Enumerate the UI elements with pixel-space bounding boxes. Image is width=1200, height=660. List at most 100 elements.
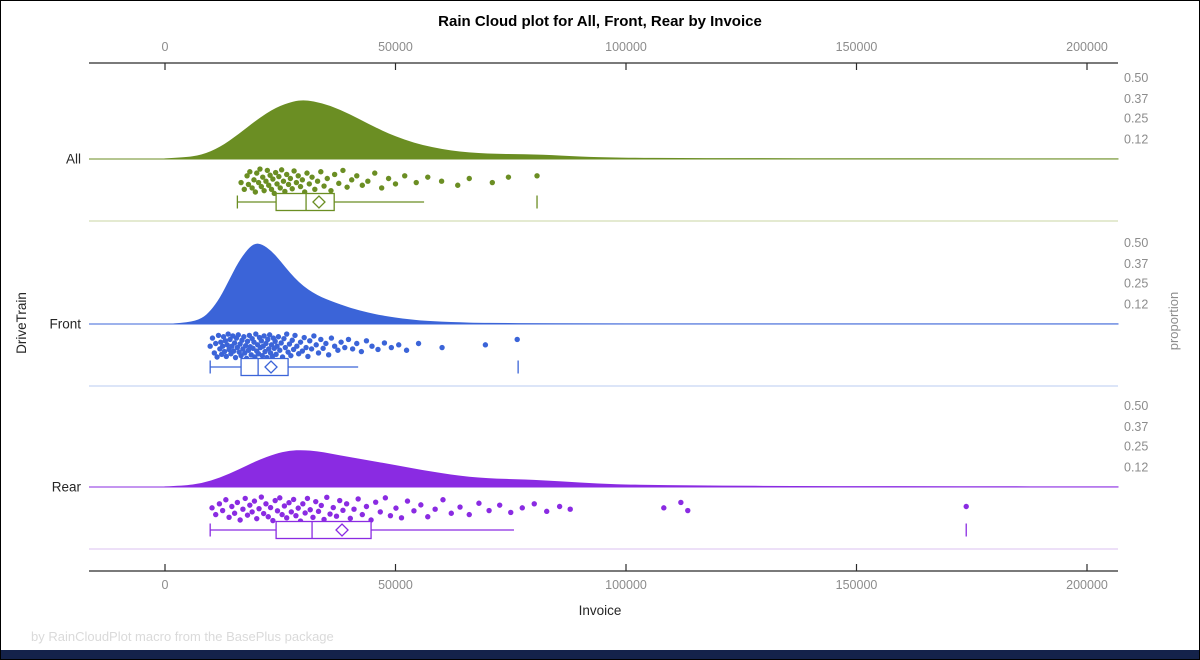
rain-point xyxy=(661,505,667,511)
rain-point xyxy=(343,501,350,507)
rain-point xyxy=(242,342,249,349)
rain-point xyxy=(448,510,454,516)
rain-point xyxy=(440,497,446,503)
rain-point xyxy=(240,506,246,512)
rain-point xyxy=(232,354,239,361)
x-tick-label: 100000 xyxy=(605,40,647,54)
rain-point xyxy=(413,179,419,186)
rain-point xyxy=(496,502,503,508)
rain-point xyxy=(267,172,273,178)
prop-tick-label: 0.50 xyxy=(1124,71,1148,85)
rain-point xyxy=(222,338,229,344)
rain-point xyxy=(325,352,332,358)
rain-point xyxy=(220,334,227,340)
rain-point xyxy=(544,508,550,515)
rain-point xyxy=(297,339,304,345)
rain-point xyxy=(313,342,319,348)
rain-point xyxy=(231,340,238,346)
rain-point xyxy=(359,511,366,518)
rain-point xyxy=(272,497,278,504)
x-tick-label: 0 xyxy=(162,40,169,54)
rain-point xyxy=(214,354,220,360)
rain-point xyxy=(304,495,311,502)
rain-point xyxy=(261,333,267,339)
prop-tick-label: 0.50 xyxy=(1124,399,1148,413)
rain-point xyxy=(219,507,226,514)
rain-point xyxy=(244,173,250,179)
rain-point xyxy=(286,341,293,347)
rain-point xyxy=(213,511,219,518)
rain-point xyxy=(207,343,213,349)
rain-point xyxy=(438,178,445,184)
rain-point xyxy=(274,343,280,349)
rain-point xyxy=(281,335,287,342)
x-tick-label: 50000 xyxy=(378,578,413,592)
rain-point xyxy=(335,347,341,353)
rain-point xyxy=(314,178,321,184)
rain-point xyxy=(455,182,461,188)
rain-point xyxy=(213,340,219,347)
rain-point xyxy=(369,343,375,349)
rain-point xyxy=(331,343,338,349)
rain-point xyxy=(230,348,237,354)
rain-point xyxy=(303,344,309,351)
rain-point xyxy=(264,167,271,174)
rain-point xyxy=(284,515,290,521)
rain-point xyxy=(277,495,283,501)
rain-point xyxy=(457,504,463,510)
rain-point xyxy=(280,178,287,184)
rain-point xyxy=(272,338,278,345)
rain-point xyxy=(289,337,295,343)
rain-point xyxy=(328,187,334,194)
rain-point xyxy=(372,170,378,176)
category-label: Rear xyxy=(52,480,82,495)
rain-point xyxy=(354,340,360,347)
rain-point xyxy=(307,507,313,513)
rain-point xyxy=(310,514,316,520)
rain-point xyxy=(247,169,253,175)
rain-point xyxy=(411,508,417,514)
rain-point xyxy=(292,332,298,339)
rain-point xyxy=(263,501,269,507)
rain-point xyxy=(294,343,300,349)
rain-point xyxy=(221,348,228,355)
x-tick-label: 0 xyxy=(162,578,169,592)
prop-tick-label: 0.37 xyxy=(1124,92,1148,106)
rain-point xyxy=(321,516,327,523)
rain-point xyxy=(260,510,267,517)
rain-point xyxy=(349,346,356,352)
rain-point xyxy=(375,346,381,353)
rain-point xyxy=(287,175,294,182)
rain-point xyxy=(324,175,330,182)
rain-point xyxy=(273,351,279,357)
prop-tick-label: 0.50 xyxy=(1124,236,1148,250)
rain-point xyxy=(272,169,279,176)
rain-point xyxy=(392,181,399,187)
rain-point xyxy=(320,345,326,352)
rain-point xyxy=(265,514,271,520)
rain-point xyxy=(254,170,260,176)
rain-point xyxy=(297,183,304,190)
rain-point xyxy=(404,498,411,504)
rain-point xyxy=(321,183,327,189)
density-area xyxy=(89,450,1119,488)
rain-point xyxy=(299,177,306,183)
rain-point xyxy=(324,494,330,501)
rain-point xyxy=(270,517,276,524)
prop-tick-label: 0.12 xyxy=(1124,133,1148,147)
rain-point xyxy=(261,187,267,194)
prop-tick-label: 0.25 xyxy=(1124,112,1148,126)
rain-point xyxy=(284,331,290,337)
rain-point xyxy=(308,346,315,352)
rain-point xyxy=(258,183,265,190)
rain-point xyxy=(266,182,272,188)
rain-point xyxy=(415,340,422,347)
rain-point xyxy=(282,188,288,195)
rain-point xyxy=(359,182,366,188)
rain-point xyxy=(301,334,307,341)
rain-point xyxy=(231,510,238,516)
rain-point xyxy=(567,506,573,512)
rain-point xyxy=(299,348,306,354)
